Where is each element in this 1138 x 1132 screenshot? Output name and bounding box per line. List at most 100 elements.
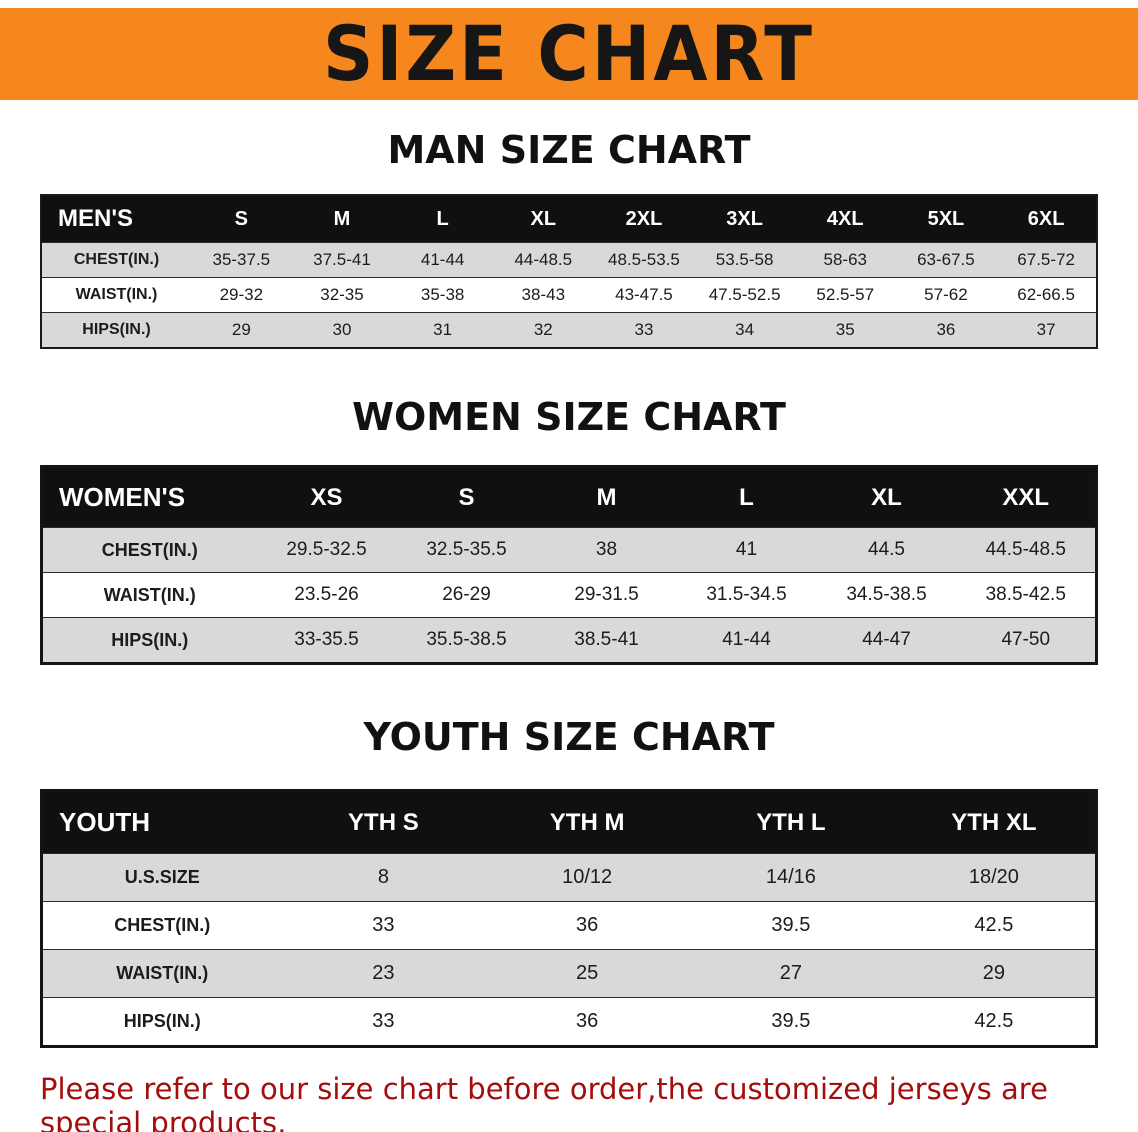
disclaimer-line-1: Please refer to our size chart before or… bbox=[40, 1072, 1048, 1132]
size-column-header: 6XL bbox=[996, 194, 1097, 243]
size-value-cell: 31 bbox=[392, 312, 493, 349]
size-value-cell: 30 bbox=[291, 312, 393, 349]
header-row: WOMEN'S XS S M L XL XXL bbox=[41, 466, 1097, 528]
size-column-header: S bbox=[191, 194, 292, 243]
size-value-cell: 38.5-41 bbox=[536, 617, 677, 664]
men-size-table: MEN'S S M L XL 2XL 3XL 4XL 5XL 6XL CHEST(IN.) 35-37… bbox=[40, 194, 1098, 349]
size-value-cell: 47.5-52.5 bbox=[694, 277, 795, 313]
size-value-cell: 38-43 bbox=[492, 277, 594, 313]
size-value-cell: 32 bbox=[492, 312, 594, 349]
row-label: U.S.SIZE bbox=[41, 853, 282, 902]
size-value-cell: 62-66.5 bbox=[996, 277, 1097, 313]
size-value-cell: 41-44 bbox=[676, 617, 817, 664]
header-row: MEN'S S M L XL 2XL 3XL 4XL 5XL 6XL bbox=[41, 194, 1097, 243]
size-value-cell: 14/16 bbox=[689, 853, 893, 902]
table-row: U.S.SIZE 8 10/12 14/16 18/20 bbox=[41, 853, 1097, 902]
size-column-header: 2XL bbox=[593, 194, 695, 243]
row-label: HIPS(IN.) bbox=[41, 997, 282, 1047]
size-value-cell: 53.5-58 bbox=[694, 242, 795, 278]
size-value-cell: 31.5-34.5 bbox=[676, 572, 817, 618]
header-row: YOUTH YTH S YTH M YTH L YTH XL bbox=[41, 790, 1097, 854]
youth-size-chart-section: YOUTH SIZE CHART YOUTH YTH S YTH M YTH L YTH… bbox=[0, 715, 1138, 1048]
size-value-cell: 32-35 bbox=[291, 277, 393, 313]
table-row: HIPS(IN.) 33 36 39.5 42.5 bbox=[41, 997, 1097, 1047]
size-value-cell: 29.5-32.5 bbox=[256, 527, 397, 573]
table-row: HIPS(IN.) 29 30 31 32 33 34 35 36 37 bbox=[41, 312, 1097, 349]
size-value-cell: 48.5-53.5 bbox=[593, 242, 695, 278]
table-row: CHEST(IN.) 33 36 39.5 42.5 bbox=[41, 901, 1097, 950]
row-label: HIPS(IN.) bbox=[41, 617, 257, 664]
size-value-cell: 39.5 bbox=[689, 997, 893, 1047]
size-value-cell: 37 bbox=[996, 312, 1097, 349]
row-label: HIPS(IN.) bbox=[41, 312, 191, 349]
size-value-cell: 33 bbox=[281, 901, 486, 950]
size-value-cell: 39.5 bbox=[689, 901, 893, 950]
row-label: WAIST(IN.) bbox=[41, 949, 282, 998]
size-column-header: 4XL bbox=[794, 194, 896, 243]
size-value-cell: 35-38 bbox=[392, 277, 493, 313]
size-value-cell: 44.5-48.5 bbox=[956, 527, 1097, 573]
size-column-header: 5XL bbox=[895, 194, 997, 243]
size-value-cell: 29-31.5 bbox=[536, 572, 677, 618]
size-column-header: M bbox=[291, 194, 393, 243]
table-row: WAIST(IN.) 23 25 27 29 bbox=[41, 949, 1097, 998]
size-column-header: YTH L bbox=[689, 790, 893, 854]
men-size-chart-section: MAN SIZE CHART MEN'S S M L XL 2XL 3XL 4XL 5XL 6XL… bbox=[0, 128, 1138, 349]
size-value-cell: 47-50 bbox=[956, 617, 1097, 664]
row-label: CHEST(IN.) bbox=[41, 242, 191, 278]
size-value-cell: 35 bbox=[794, 312, 896, 349]
size-column-header: L bbox=[676, 466, 817, 528]
size-value-cell: 63-67.5 bbox=[895, 242, 997, 278]
women-section-heading: WOMEN SIZE CHART bbox=[352, 395, 786, 439]
size-value-cell: 33 bbox=[281, 997, 486, 1047]
youth-size-table: YOUTH YTH S YTH M YTH L YTH XL U.S.SIZE 8 10/12… bbox=[40, 789, 1098, 1048]
size-column-header: YTH XL bbox=[892, 790, 1097, 854]
table-row: HIPS(IN.) 33-35.5 35.5-38.5 38.5-41 41-44 44-… bbox=[41, 617, 1097, 664]
row-label: WAIST(IN.) bbox=[41, 572, 257, 618]
men-section-heading: MAN SIZE CHART bbox=[387, 128, 751, 172]
size-value-cell: 18/20 bbox=[892, 853, 1097, 902]
size-value-cell: 33-35.5 bbox=[256, 617, 397, 664]
size-value-cell: 23.5-26 bbox=[256, 572, 397, 618]
size-column-header: XL bbox=[492, 194, 594, 243]
size-chart-banner: SIZE CHART bbox=[0, 8, 1138, 100]
size-column-header: S bbox=[396, 466, 537, 528]
women-size-table: WOMEN'S XS S M L XL XXL CHEST(IN.) 29.5-32.5 32.5… bbox=[40, 465, 1098, 665]
size-value-cell: 44-48.5 bbox=[492, 242, 594, 278]
row-label: CHEST(IN.) bbox=[41, 901, 282, 950]
size-value-cell: 8 bbox=[281, 853, 486, 902]
size-value-cell: 36 bbox=[485, 901, 689, 950]
size-value-cell: 38.5-42.5 bbox=[956, 572, 1097, 618]
size-value-cell: 35-37.5 bbox=[191, 242, 292, 278]
size-column-header: XS bbox=[256, 466, 397, 528]
table-title-cell: WOMEN'S bbox=[41, 466, 257, 528]
size-value-cell: 42.5 bbox=[892, 997, 1097, 1047]
youth-section-heading: YOUTH SIZE CHART bbox=[363, 715, 775, 759]
size-column-header: 3XL bbox=[694, 194, 795, 243]
size-value-cell: 37.5-41 bbox=[291, 242, 393, 278]
size-value-cell: 23 bbox=[281, 949, 486, 998]
size-value-cell: 38 bbox=[536, 527, 677, 573]
size-value-cell: 27 bbox=[689, 949, 893, 998]
size-value-cell: 67.5-72 bbox=[996, 242, 1097, 278]
size-value-cell: 29-32 bbox=[191, 277, 292, 313]
size-column-header: YTH M bbox=[485, 790, 689, 854]
table-title-cell: YOUTH bbox=[41, 790, 282, 854]
size-value-cell: 44.5 bbox=[816, 527, 957, 573]
disclaimer: Please refer to our size chart before or… bbox=[40, 1072, 1118, 1132]
size-column-header: XL bbox=[816, 466, 957, 528]
table-row: WAIST(IN.) 29-32 32-35 35-38 38-43 43-47.5 47.… bbox=[41, 277, 1097, 313]
table-row: CHEST(IN.) 35-37.5 37.5-41 41-44 44-48.5 48.5… bbox=[41, 242, 1097, 278]
size-value-cell: 36 bbox=[895, 312, 997, 349]
row-label: WAIST(IN.) bbox=[41, 277, 191, 313]
size-value-cell: 57-62 bbox=[895, 277, 997, 313]
size-column-header: M bbox=[536, 466, 677, 528]
size-value-cell: 34 bbox=[694, 312, 795, 349]
size-value-cell: 36 bbox=[485, 997, 689, 1047]
table-title-cell: MEN'S bbox=[41, 194, 191, 243]
size-value-cell: 42.5 bbox=[892, 901, 1097, 950]
size-column-header: XXL bbox=[956, 466, 1097, 528]
size-value-cell: 34.5-38.5 bbox=[816, 572, 957, 618]
size-value-cell: 44-47 bbox=[816, 617, 957, 664]
size-value-cell: 33 bbox=[593, 312, 695, 349]
